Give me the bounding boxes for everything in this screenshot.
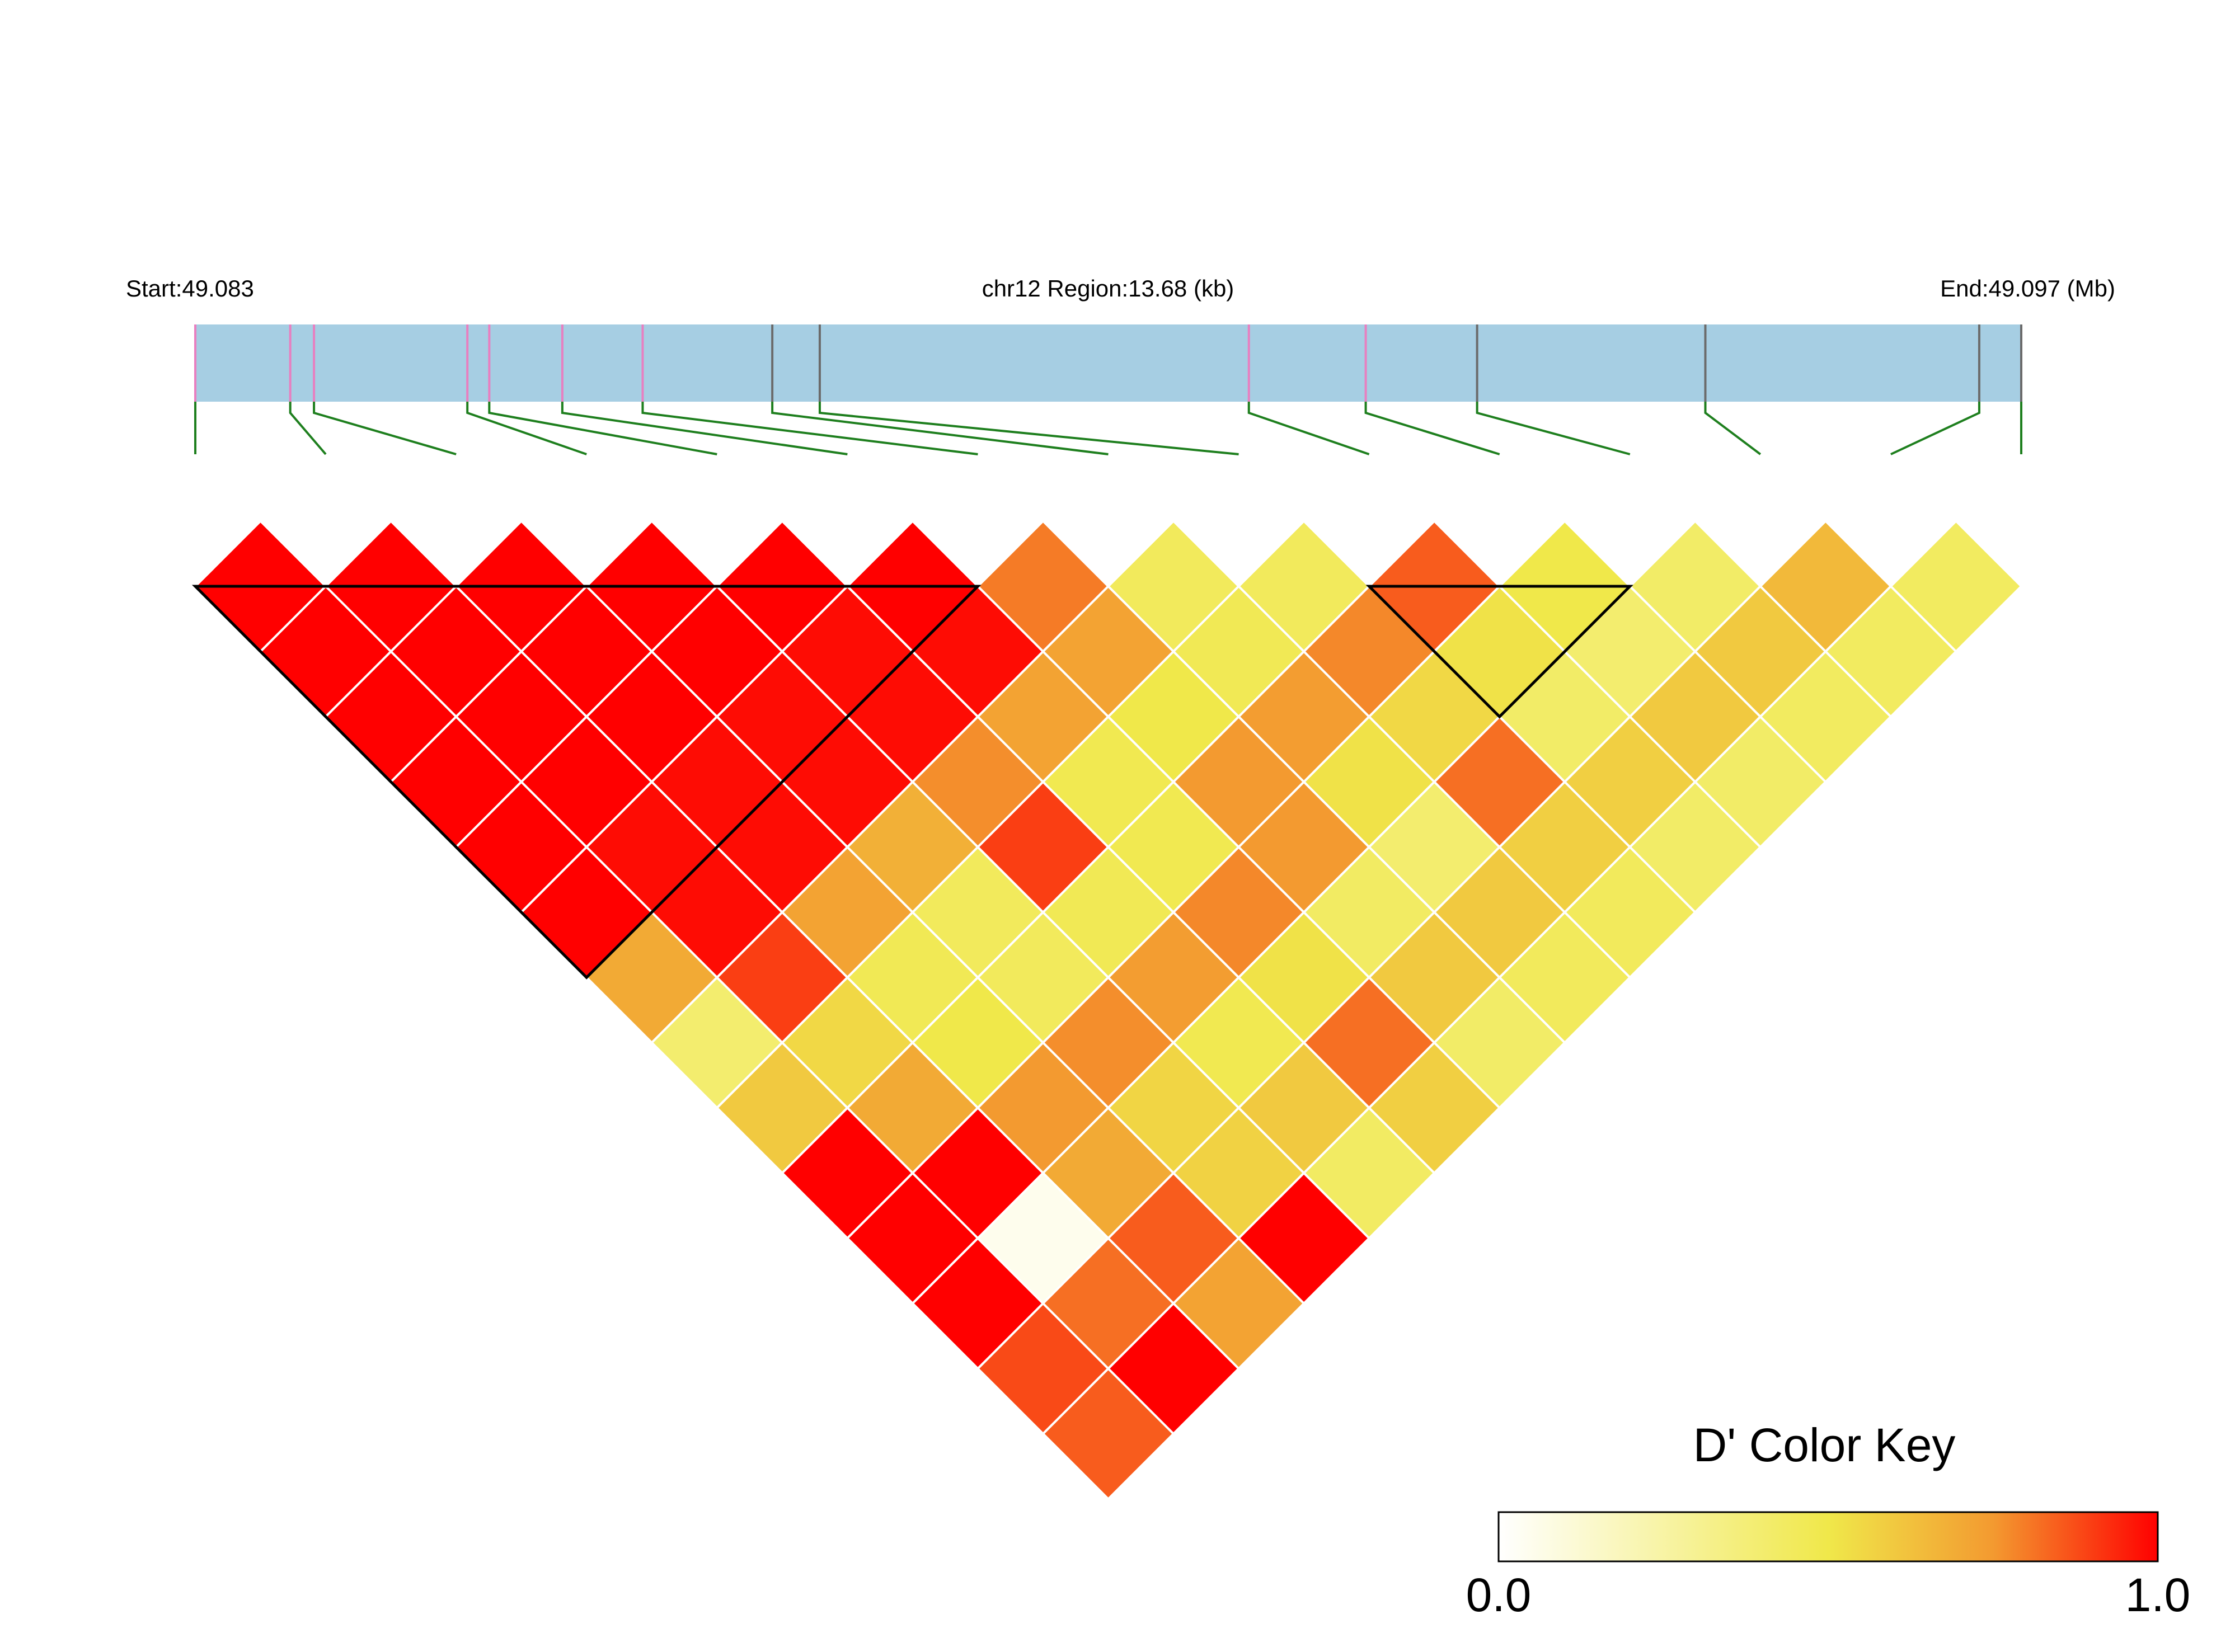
snp-connector-10 — [1364, 402, 1500, 455]
snp-connectors — [194, 402, 2022, 455]
snp-connector-1 — [289, 402, 327, 455]
snp-connector-11 — [1476, 402, 1631, 455]
snp-connector-5 — [561, 402, 848, 455]
color-key-gradient — [1497, 1511, 2159, 1562]
snp-connector-6 — [641, 402, 978, 455]
color-key-max-label: 1.0 — [2125, 1569, 2191, 1621]
region-label: chr12 Region:13.68 (kb) — [982, 275, 1234, 302]
ld-cell-13-14 — [1889, 519, 2023, 653]
snp-connector-4 — [488, 402, 717, 455]
snp-connector-12 — [1704, 402, 1762, 455]
ld-cells — [194, 519, 2023, 1501]
snp-connector-7 — [771, 402, 1109, 455]
genomic-region-track — [195, 324, 2021, 402]
snp-connector-2 — [313, 402, 457, 455]
snp-connector-13 — [1890, 402, 1980, 455]
snp-ticks — [194, 324, 2022, 402]
snp-connector-9 — [1247, 402, 1370, 455]
end-label: End:49.097 (Mb) — [1940, 275, 2115, 302]
color-key-title: D' Color Key — [1693, 1419, 1956, 1471]
snp-connector-3 — [466, 402, 587, 455]
haplotype-block-0 — [191, 585, 982, 980]
color-key: D' Color Key 0.0 1.0 — [1466, 1419, 2191, 1621]
haplotype-block-1 — [1365, 585, 1633, 719]
color-key-min-label: 0.0 — [1466, 1569, 1532, 1621]
start-label: Start:49.083 — [126, 275, 254, 302]
haplotype-blocks — [191, 585, 1633, 980]
snp-connector-8 — [818, 402, 1239, 455]
